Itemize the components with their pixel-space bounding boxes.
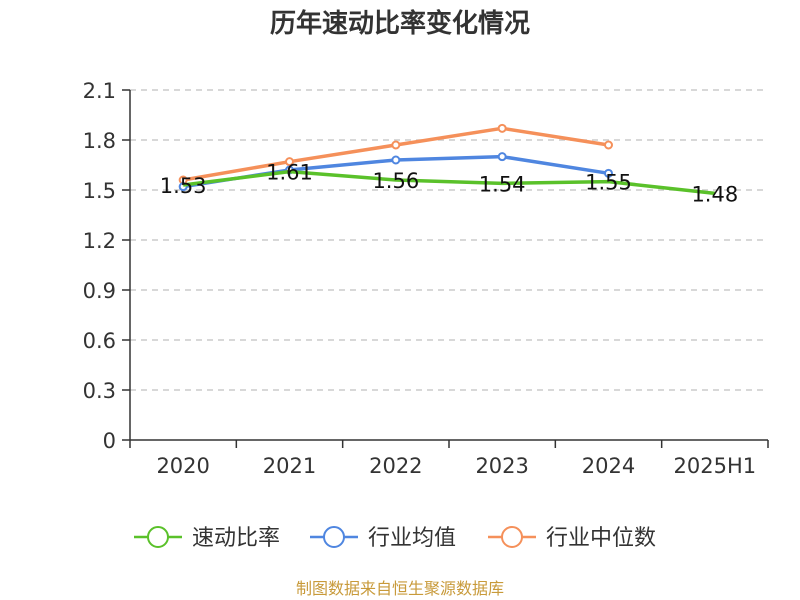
legend-label: 行业均值 <box>368 526 456 551</box>
data-label: 1.55 <box>585 171 632 195</box>
data-point <box>285 157 294 167</box>
legend-marker <box>323 526 345 548</box>
data-point <box>391 155 401 165</box>
y-tick-label: 0.6 <box>83 329 116 353</box>
x-tick-label: 2020 <box>156 454 209 478</box>
data-source-note: 制图数据来自恒生聚源数据库 <box>295 579 504 598</box>
data-point <box>391 140 401 150</box>
legend-marker <box>501 526 523 548</box>
x-tick-label: 2021 <box>263 454 316 478</box>
data-point <box>604 168 613 178</box>
data-point <box>497 123 507 133</box>
x-tick-label: 2024 <box>582 454 635 478</box>
legend-marker <box>147 526 169 548</box>
legend-label: 行业中位数 <box>546 526 656 551</box>
legend-label: 速动比率 <box>192 526 280 551</box>
y-tick-label: 1.5 <box>83 179 116 203</box>
data-label: 1.61 <box>266 161 313 185</box>
y-tick-label: 0.9 <box>83 279 116 303</box>
y-tick-label: 0 <box>103 429 116 453</box>
data-point <box>604 140 613 150</box>
x-tick-label: 2022 <box>369 454 422 478</box>
data-point <box>497 152 507 162</box>
x-tick-label: 2023 <box>475 454 528 478</box>
data-label: 1.54 <box>479 172 526 196</box>
series-line <box>182 169 716 196</box>
y-tick-label: 1.2 <box>83 229 116 253</box>
chart-title: 历年速动比率变化情况 <box>269 9 530 39</box>
y-tick-label: 2.1 <box>83 79 116 103</box>
data-label: 1.53 <box>160 174 207 198</box>
y-tick-label: 1.8 <box>83 129 116 153</box>
data-label: 1.56 <box>372 169 419 193</box>
data-label: 1.48 <box>691 182 738 206</box>
x-tick-label: 2025H1 <box>674 454 757 478</box>
y-tick-label: 0.3 <box>83 379 116 403</box>
